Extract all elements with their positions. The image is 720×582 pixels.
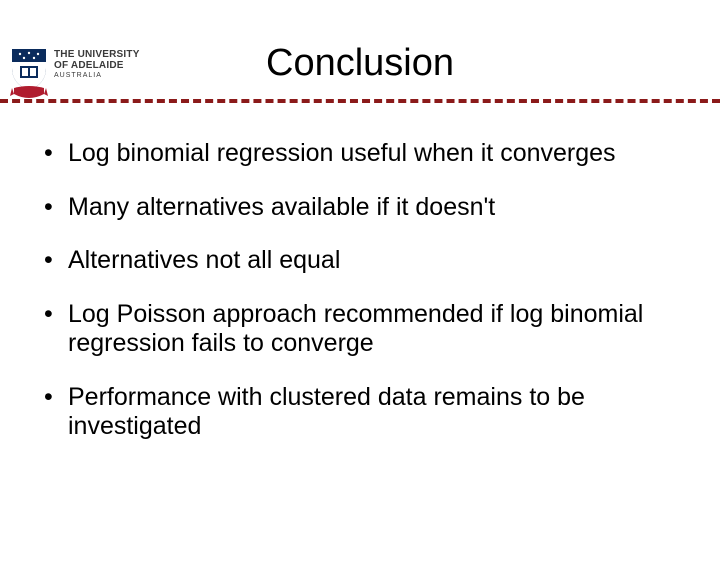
logo-line-3: AUSTRALIA <box>54 72 140 79</box>
list-item: Log binomial regression useful when it c… <box>38 139 682 169</box>
logo-line-1: THE UNIVERSITY <box>54 50 140 61</box>
list-item: Many alternatives available if it doesn'… <box>38 193 682 223</box>
list-item: Log Poisson approach recommended if log … <box>38 300 682 359</box>
university-logo: THE UNIVERSITY OF ADELAIDE AUSTRALIA <box>10 48 140 100</box>
list-item: Performance with clustered data remains … <box>38 383 682 442</box>
shield-icon <box>10 48 48 100</box>
bullet-list: Log binomial regression useful when it c… <box>38 139 682 442</box>
logo-line-2: OF ADELAIDE <box>54 61 140 72</box>
logo-text: THE UNIVERSITY OF ADELAIDE AUSTRALIA <box>54 50 140 79</box>
list-item: Alternatives not all equal <box>38 246 682 276</box>
